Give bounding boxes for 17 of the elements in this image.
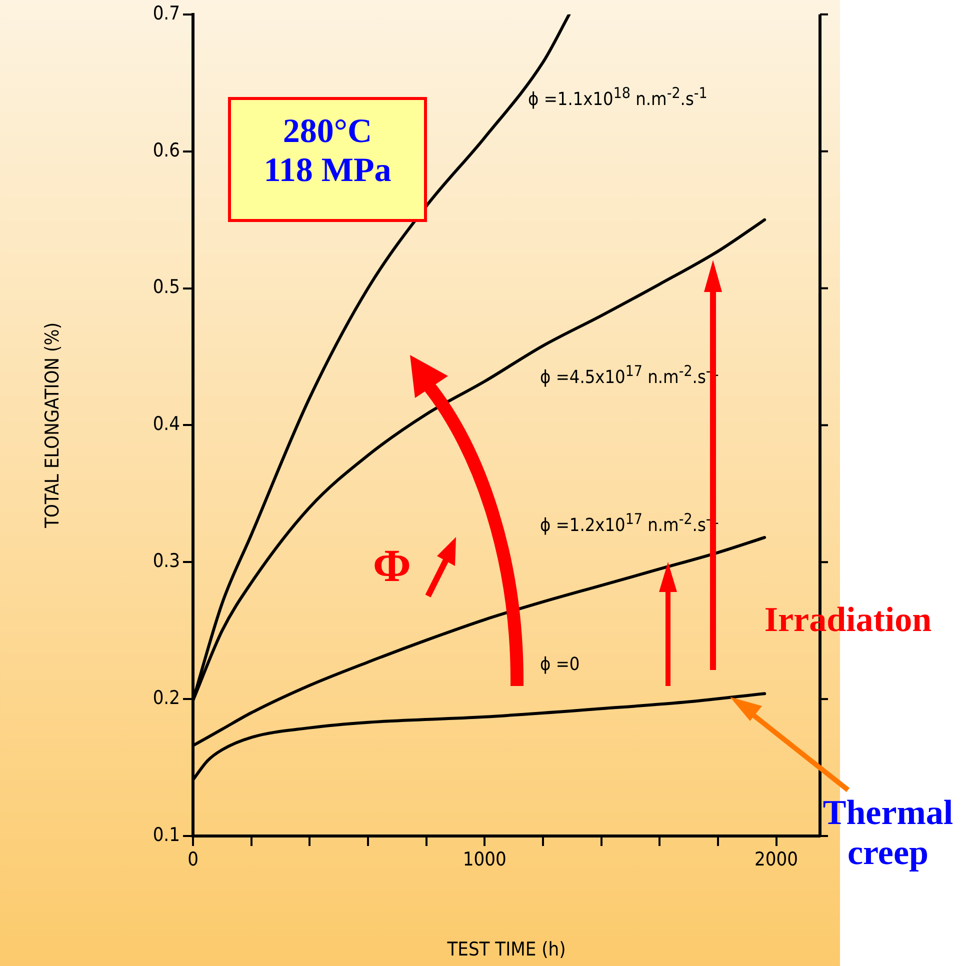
y-axis-title: TOTAL ELONGATION (%): [41, 322, 64, 529]
series-label: ϕ =1.1x10$^{18}$ n.m$^{-2}$.s$^{-1}$: [528, 84, 708, 110]
annotation: 280°C 118 MPa: [228, 97, 427, 222]
x-tick-label: 0: [188, 848, 198, 870]
y-tick-label: 0.2: [152, 687, 180, 710]
text: Thermal creep: [822, 793, 954, 874]
series-label: ϕ =0: [540, 654, 580, 675]
annotation: Φ: [372, 540, 412, 593]
y-tick-label: 0.7: [152, 2, 180, 24]
y-tick-label: 0.1: [152, 824, 180, 846]
y-tick-label: 0.4: [152, 413, 180, 436]
x-tick-label: 1000: [462, 848, 506, 870]
x-tick-label: 2000: [754, 848, 798, 870]
y-tick-label: 0.3: [152, 550, 180, 572]
y-tick-label: 0.6: [152, 139, 180, 162]
x-axis-title: TEST TIME (h): [446, 938, 566, 961]
y-tick-label: 0.5: [152, 276, 180, 298]
